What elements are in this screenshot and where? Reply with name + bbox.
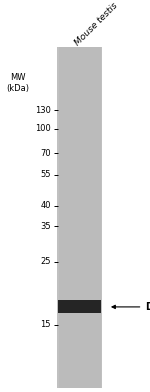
Text: 25: 25 (40, 258, 51, 267)
Bar (58, 300, 101, 313)
Text: Diablo: Diablo (146, 302, 150, 312)
Text: 70: 70 (40, 149, 51, 158)
Bar (58, 47, 100, 388)
Text: 15: 15 (40, 321, 51, 330)
Text: 130: 130 (35, 105, 51, 114)
Text: 40: 40 (40, 201, 51, 210)
Text: 55: 55 (40, 171, 51, 180)
Text: 35: 35 (40, 221, 51, 230)
Text: Mouse testis: Mouse testis (73, 1, 120, 47)
Text: 100: 100 (35, 124, 51, 133)
Text: MW
(kDa): MW (kDa) (6, 73, 30, 93)
Bar (57, 47, 102, 388)
